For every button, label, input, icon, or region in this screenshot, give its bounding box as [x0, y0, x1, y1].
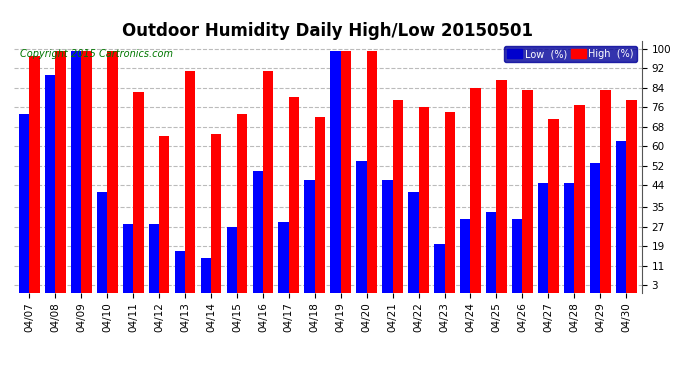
- Bar: [615, 141, 626, 292]
- Bar: [382, 180, 393, 292]
- Bar: [263, 70, 273, 292]
- Bar: [211, 134, 221, 292]
- Bar: [366, 51, 377, 292]
- Bar: [574, 105, 584, 292]
- Bar: [149, 224, 159, 292]
- Bar: [55, 51, 66, 292]
- Bar: [471, 88, 481, 292]
- Bar: [356, 161, 366, 292]
- Bar: [19, 114, 30, 292]
- Bar: [71, 51, 81, 292]
- Bar: [626, 100, 636, 292]
- Bar: [159, 136, 170, 292]
- Bar: [253, 171, 263, 292]
- Bar: [279, 222, 289, 292]
- Bar: [133, 93, 144, 292]
- Bar: [237, 114, 247, 292]
- Bar: [226, 226, 237, 292]
- Legend: Low  (%), High  (%): Low (%), High (%): [504, 46, 637, 62]
- Bar: [393, 100, 403, 292]
- Bar: [315, 117, 325, 292]
- Bar: [460, 219, 471, 292]
- Bar: [512, 219, 522, 292]
- Bar: [408, 192, 419, 292]
- Bar: [538, 183, 549, 292]
- Bar: [123, 224, 133, 292]
- Bar: [201, 258, 211, 292]
- Bar: [45, 75, 55, 292]
- Bar: [564, 183, 574, 292]
- Bar: [549, 119, 559, 292]
- Bar: [434, 244, 444, 292]
- Bar: [107, 51, 117, 292]
- Bar: [419, 107, 429, 292]
- Bar: [444, 112, 455, 292]
- Bar: [289, 98, 299, 292]
- Bar: [175, 251, 185, 292]
- Bar: [341, 51, 351, 292]
- Bar: [590, 163, 600, 292]
- Bar: [522, 90, 533, 292]
- Text: Copyright 2015 Cartronics.com: Copyright 2015 Cartronics.com: [20, 49, 173, 59]
- Bar: [600, 90, 611, 292]
- Bar: [496, 80, 506, 292]
- Bar: [486, 212, 496, 292]
- Bar: [97, 192, 107, 292]
- Title: Outdoor Humidity Daily High/Low 20150501: Outdoor Humidity Daily High/Low 20150501: [122, 22, 533, 40]
- Bar: [30, 56, 40, 292]
- Bar: [185, 70, 195, 292]
- Bar: [331, 51, 341, 292]
- Bar: [81, 51, 92, 292]
- Bar: [304, 180, 315, 292]
